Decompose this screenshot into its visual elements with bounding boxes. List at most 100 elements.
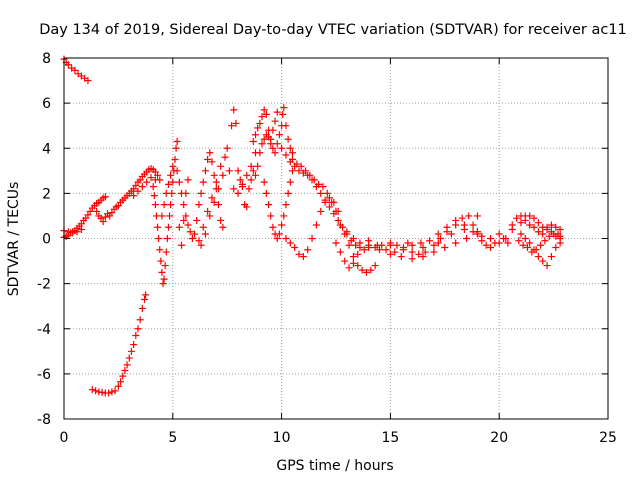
data-point	[105, 389, 113, 397]
data-point	[419, 244, 427, 252]
data-point	[526, 212, 534, 220]
data-point	[121, 366, 129, 374]
data-point	[164, 180, 172, 188]
data-point	[260, 135, 268, 143]
data-point	[142, 291, 150, 299]
data-point	[315, 180, 323, 188]
data-point	[258, 113, 266, 121]
data-point	[173, 167, 181, 175]
data-point	[99, 218, 107, 226]
data-point	[219, 171, 227, 179]
data-point	[206, 212, 214, 220]
data-point	[201, 230, 209, 238]
y-tick-label: 0	[42, 232, 51, 248]
data-point	[393, 241, 401, 249]
data-point	[528, 248, 536, 256]
data-point	[73, 228, 81, 236]
data-point	[256, 149, 264, 157]
data-point	[188, 235, 196, 242]
data-point	[214, 185, 222, 193]
data-point	[325, 203, 333, 211]
data-point	[256, 119, 264, 127]
data-point	[247, 176, 255, 184]
data-point	[332, 207, 340, 215]
data-point	[114, 382, 122, 390]
data-point	[260, 178, 268, 186]
data-point	[530, 214, 538, 222]
data-point	[382, 246, 390, 254]
data-point	[515, 237, 523, 245]
x-tick-label: 15	[381, 430, 399, 446]
data-point	[130, 341, 138, 349]
chart-title: Day 134 of 2019, Sidereal Day-to-day VTE…	[39, 22, 627, 38]
data-point	[217, 162, 225, 170]
data-point	[291, 244, 299, 252]
data-point	[210, 198, 218, 206]
data-point	[295, 167, 303, 175]
data-point	[434, 239, 442, 247]
y-tick-label: 4	[42, 141, 51, 157]
y-tick-label: -8	[37, 412, 51, 428]
data-point	[167, 201, 175, 209]
data-point	[267, 140, 275, 148]
data-point	[278, 221, 286, 229]
data-point	[521, 235, 529, 242]
x-tick-label: 20	[490, 430, 508, 446]
data-point	[269, 144, 277, 152]
data-point	[125, 354, 133, 362]
data-point	[232, 119, 240, 127]
y-tick-labels: -8 -6 -4 -2 0 2 4 6 8	[37, 51, 51, 428]
y-tick-label: 2	[42, 186, 51, 202]
data-point	[386, 250, 394, 258]
data-point	[325, 194, 333, 202]
data-point	[543, 223, 551, 231]
data-point	[513, 214, 521, 222]
data-point	[208, 194, 216, 202]
data-point	[312, 221, 320, 229]
data-point	[537, 241, 545, 249]
data-point	[282, 122, 290, 130]
data-point	[184, 221, 192, 229]
data-point	[93, 207, 101, 215]
data-point	[293, 160, 301, 168]
x-tick-label: 5	[168, 430, 177, 446]
data-point	[349, 253, 357, 261]
axes-frame	[63, 57, 609, 420]
data-point	[254, 162, 262, 170]
data-point	[469, 221, 477, 229]
data-point	[265, 133, 273, 141]
data-point	[158, 268, 166, 276]
y-tick-label: -4	[37, 322, 51, 338]
data-point	[430, 248, 438, 256]
data-point	[332, 239, 340, 247]
data-point	[349, 235, 357, 242]
data-point	[151, 176, 159, 184]
data-point	[295, 250, 303, 258]
data-point	[158, 212, 166, 220]
data-point	[279, 110, 287, 118]
data-point	[154, 223, 162, 231]
data-point	[77, 225, 85, 233]
data-point	[269, 126, 277, 134]
data-point	[430, 241, 438, 249]
data-point	[360, 246, 368, 254]
data-point	[269, 223, 277, 231]
grid-lines	[64, 58, 608, 419]
data-point	[238, 183, 246, 191]
data-point	[530, 223, 538, 231]
data-point	[234, 189, 242, 197]
data-point	[441, 244, 449, 252]
data-point	[249, 167, 257, 175]
data-point	[302, 167, 310, 175]
data-point	[262, 110, 270, 118]
data-point	[84, 77, 92, 85]
data-point	[452, 239, 460, 247]
data-point	[117, 378, 125, 386]
data-point	[349, 259, 357, 267]
data-point	[286, 178, 294, 186]
data-point	[284, 135, 292, 143]
data-point	[354, 262, 362, 270]
x-tick-label: 25	[599, 430, 617, 446]
data-point	[64, 61, 72, 69]
data-point	[223, 144, 231, 152]
